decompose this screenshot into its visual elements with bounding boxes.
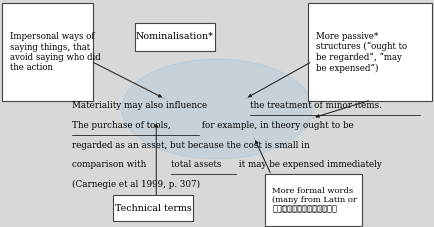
- Circle shape: [122, 59, 312, 159]
- Text: for example, in theory ought to be: for example, in theory ought to be: [199, 121, 354, 130]
- FancyBboxPatch shape: [135, 23, 215, 51]
- Text: More passive*
structures (“ought to
be regarded”, “may
be expensed”): More passive* structures (“ought to be r…: [316, 32, 407, 73]
- FancyBboxPatch shape: [308, 3, 432, 101]
- Text: comparison with: comparison with: [72, 160, 149, 169]
- Text: Impersonal ways of
saying things, that
avoid saying who did
the action: Impersonal ways of saying things, that a…: [10, 32, 100, 72]
- Text: regarded as an asset, but because the cost is small in: regarded as an asset, but because the co…: [72, 141, 309, 150]
- Text: Materiality may also influence: Materiality may also influence: [72, 101, 210, 110]
- Text: Nominalisation*: Nominalisation*: [136, 32, 214, 41]
- Text: The purchase of tools,: The purchase of tools,: [72, 121, 171, 130]
- FancyBboxPatch shape: [113, 195, 193, 221]
- Text: total assets: total assets: [171, 160, 221, 169]
- Text: More formal words
(many from Latin or
北京考前程教育咋询有限公司: More formal words (many from Latin or 北京…: [272, 187, 357, 213]
- FancyBboxPatch shape: [2, 3, 93, 101]
- Text: 北京考前程教育咋询有限公司: 北京考前程教育咋询有限公司: [280, 207, 329, 212]
- Text: Technical terms: Technical terms: [115, 204, 191, 213]
- Text: (Carnegie et al 1999, p. 307): (Carnegie et al 1999, p. 307): [72, 180, 200, 189]
- Text: the treatment of minor items.: the treatment of minor items.: [250, 101, 381, 110]
- Text: it may be expensed immediately: it may be expensed immediately: [236, 160, 382, 169]
- FancyBboxPatch shape: [265, 174, 362, 226]
